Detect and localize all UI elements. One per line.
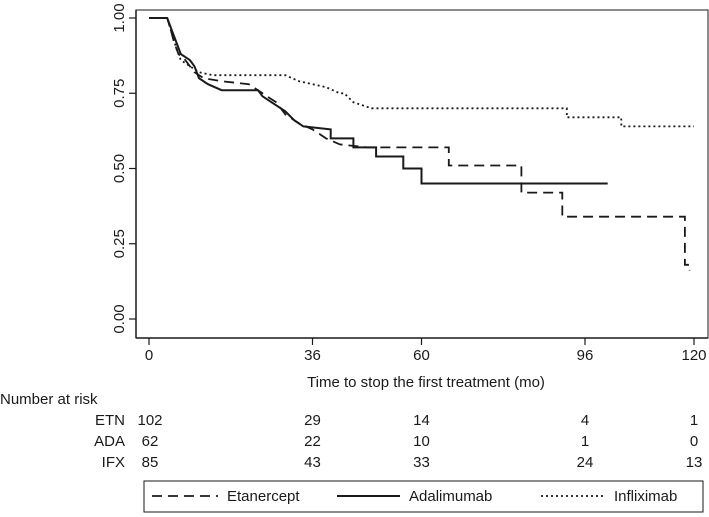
risk-count: 13 <box>686 454 703 471</box>
legend-label-etanercept: Etanercept <box>227 488 300 505</box>
survival-curves <box>149 17 694 271</box>
y-tick-label: 0.25 <box>111 229 128 258</box>
risk-count: 0 <box>690 433 698 450</box>
series-etanercept-line <box>149 17 691 271</box>
risk-row-label: IFX <box>102 454 125 471</box>
risk-count: 62 <box>142 433 159 450</box>
risk-count: 14 <box>413 412 430 429</box>
x-tick-label: 120 <box>681 347 706 364</box>
legend: Etanercept Adalimumab Infliximab <box>143 480 704 513</box>
risk-count: 24 <box>577 454 594 471</box>
legend-box <box>143 480 704 513</box>
y-tick-label: 0.00 <box>111 304 128 333</box>
x-axis-label: Time to stop the first treatment (mo) <box>307 374 545 391</box>
risk-count: 29 <box>304 412 321 429</box>
risk-count: 22 <box>304 433 321 450</box>
x-tick-label: 0 <box>145 347 153 364</box>
x-tick-label: 96 <box>577 347 594 364</box>
x-tick-label: 36 <box>304 347 321 364</box>
risk-row-label: ADA <box>94 433 125 450</box>
series-adalimumab-line <box>149 17 608 185</box>
risk-count: 4 <box>581 412 589 429</box>
x-tick-label: 60 <box>413 347 430 364</box>
series-infliximab-line <box>149 17 694 128</box>
y-tick-label: 0.50 <box>111 154 128 183</box>
risk-count: 43 <box>304 454 321 471</box>
legend-label-infliximab: Infliximab <box>614 488 677 505</box>
ticks: 0 36 60 96 120 0.00 0.25 0.50 0.75 1.00 <box>111 3 707 364</box>
y-tick-label: 0.75 <box>111 79 128 108</box>
risk-count: 1 <box>581 433 589 450</box>
legend-label-adalimumab: Adalimumab <box>409 488 492 505</box>
risk-count: 33 <box>413 454 430 471</box>
risk-row-label: ETN <box>95 412 125 429</box>
risk-count: 10 <box>413 433 430 450</box>
risk-table-title: Number at risk <box>0 391 98 408</box>
risk-count: 1 <box>690 412 698 429</box>
risk-count: 85 <box>142 454 159 471</box>
y-tick-label: 1.00 <box>111 3 128 32</box>
risk-count: 102 <box>137 412 162 429</box>
